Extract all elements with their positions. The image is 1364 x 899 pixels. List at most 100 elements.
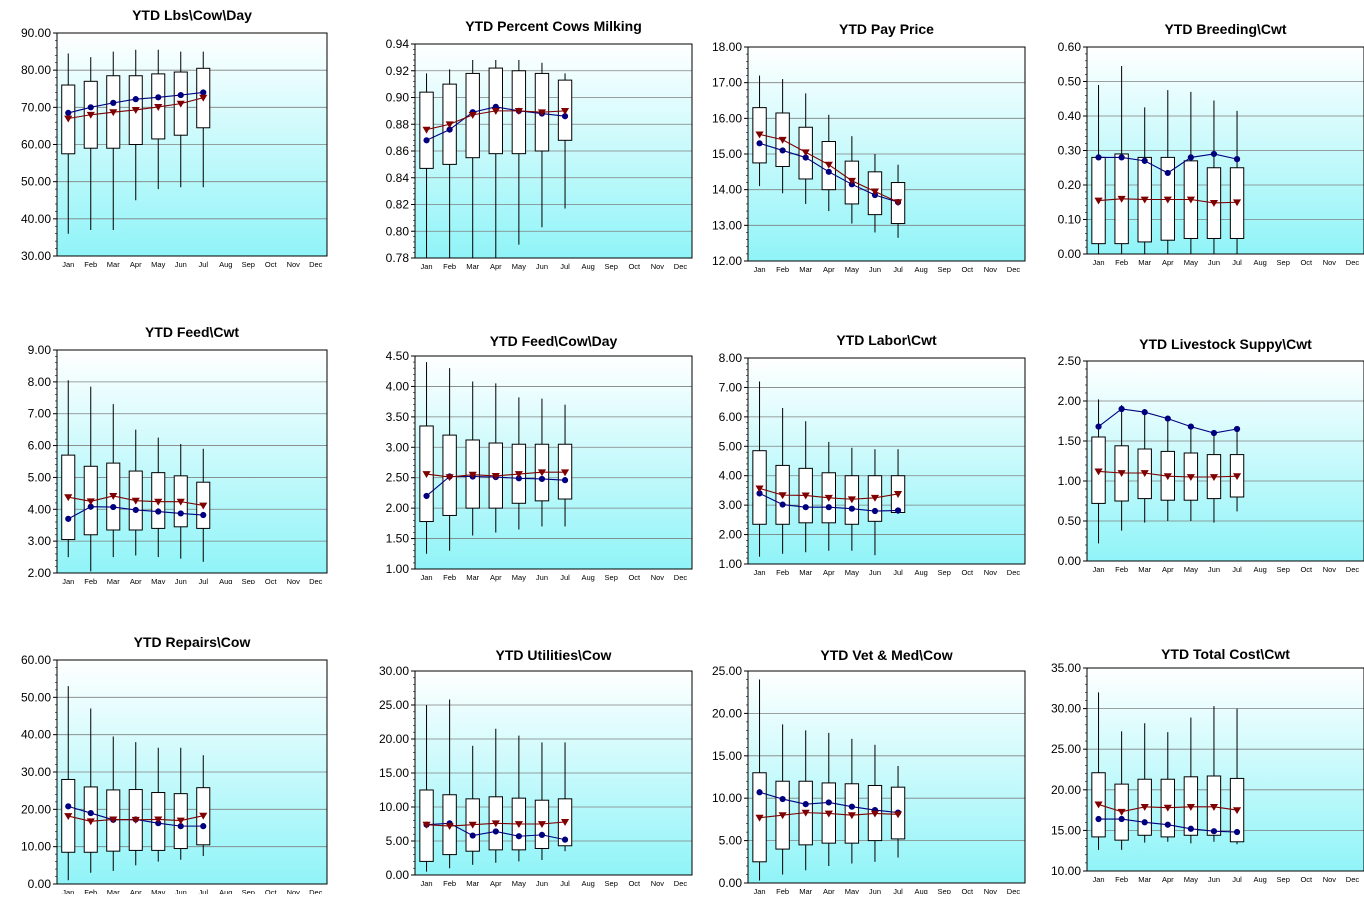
chart-title: YTD Feed\Cow\Day xyxy=(490,333,618,349)
chart-panel-11: YTD Vet & Med\Cow 0.00 5.00 10.00 15.00 20.00… xyxy=(670,610,1029,896)
series-point xyxy=(825,168,832,175)
x-tick-label: Oct xyxy=(1300,875,1313,884)
y-tick-label: 15.00 xyxy=(1051,823,1081,837)
y-tick-label: 60.00 xyxy=(21,138,51,152)
y-tick-label: 30.00 xyxy=(1051,702,1081,716)
series-point xyxy=(848,803,855,810)
series-point xyxy=(847,496,856,504)
series-point xyxy=(778,136,787,144)
y-tick-label: 13.00 xyxy=(712,218,742,232)
x-tick-label: Jul xyxy=(198,260,208,269)
series-point xyxy=(537,821,547,828)
y-tick-label: 0.88 xyxy=(386,117,410,131)
series-point xyxy=(560,107,570,115)
series-point xyxy=(1141,409,1148,416)
series-point xyxy=(1233,828,1241,836)
series-point xyxy=(131,497,140,505)
x-tick-label: Sep xyxy=(242,888,255,894)
series-point xyxy=(755,131,764,139)
x-tick-label: Sep xyxy=(938,887,951,894)
series-point xyxy=(131,107,140,114)
y-tick-label: 9.00 xyxy=(28,343,52,357)
x-tick-label: Mar xyxy=(466,573,479,582)
x-tick-label: Feb xyxy=(776,265,789,274)
series-point xyxy=(1186,474,1195,481)
series-point xyxy=(1140,470,1149,477)
series-point xyxy=(514,107,523,115)
series-point xyxy=(894,507,902,514)
series-point xyxy=(825,799,832,806)
x-tick-label: Mar xyxy=(107,260,120,269)
plot-border xyxy=(414,355,693,570)
series-point xyxy=(779,147,786,154)
y-tick-label: 0.60 xyxy=(1058,40,1082,54)
series-point xyxy=(176,100,185,108)
series-point xyxy=(422,821,431,829)
series-point xyxy=(1164,169,1171,177)
series-point xyxy=(65,109,72,117)
y-tick-label: 15.00 xyxy=(712,749,742,763)
x-tick-label: Jun xyxy=(1208,258,1220,267)
series-point xyxy=(1141,819,1148,826)
x-tick-label: Aug xyxy=(219,260,232,269)
y-tick-label: 0.00 xyxy=(386,868,410,882)
y-tick-label: 0.78 xyxy=(386,251,410,265)
x-tick-label: Oct xyxy=(1300,565,1313,574)
y-tick-label: 60.00 xyxy=(21,653,51,667)
x-tick-label: Jun xyxy=(175,577,187,584)
plot-border xyxy=(414,670,693,876)
x-tick-label: Feb xyxy=(443,262,456,271)
x-tick-label: Feb xyxy=(84,577,97,584)
y-tick-label: 15.00 xyxy=(379,766,409,780)
x-tick-label: Jul xyxy=(198,577,208,584)
x-tick-label: Oct xyxy=(265,260,278,269)
y-tick-label: 40.00 xyxy=(21,212,51,226)
x-tick-label: Feb xyxy=(1115,565,1128,574)
series-point xyxy=(1232,807,1242,815)
series-point xyxy=(1187,423,1194,430)
series-point xyxy=(1186,803,1195,811)
x-tick-label: Mar xyxy=(1138,565,1151,574)
x-tick-label: Mar xyxy=(799,265,812,274)
series-point xyxy=(1209,803,1219,811)
plot-area xyxy=(1087,361,1364,561)
x-tick-label: Nov xyxy=(984,265,998,274)
y-tick-label: 3.00 xyxy=(386,440,410,454)
y-tick-label: 5.00 xyxy=(386,834,410,848)
y-tick-label: 10.00 xyxy=(712,791,742,805)
y-tick-label: 70.00 xyxy=(21,100,51,114)
y-tick-label: 40.00 xyxy=(21,728,51,742)
series-point xyxy=(824,810,833,818)
x-tick-label: Oct xyxy=(628,879,641,888)
series-point xyxy=(1117,470,1126,477)
x-tick-label: Jul xyxy=(1232,258,1242,267)
y-tick-label: 20.00 xyxy=(379,732,409,746)
x-tick-label: Dec xyxy=(1346,565,1360,574)
series-point xyxy=(560,819,570,826)
x-tick-label: Sep xyxy=(938,568,951,577)
y-tick-label: 2.00 xyxy=(28,566,52,580)
x-tick-label: Aug xyxy=(581,573,594,582)
series-point xyxy=(445,823,454,831)
x-tick-label: Oct xyxy=(265,888,278,894)
x-tick-label: Sep xyxy=(1277,258,1290,267)
series-point xyxy=(155,94,162,101)
series-point xyxy=(1210,828,1218,835)
plot-border xyxy=(747,357,1026,565)
series-point xyxy=(778,492,787,500)
y-tick-label: 3.00 xyxy=(719,498,743,512)
series-point xyxy=(1163,473,1172,481)
x-tick-label: Mar xyxy=(466,262,479,271)
x-tick-label: May xyxy=(845,265,859,274)
series-point xyxy=(109,493,118,500)
x-tick-label: Jul xyxy=(560,262,570,271)
series-point xyxy=(199,502,208,510)
x-tick-label: Feb xyxy=(84,260,97,269)
series-point xyxy=(177,91,184,99)
y-tick-label: 25.00 xyxy=(379,698,409,712)
series-point xyxy=(1209,200,1219,207)
y-tick-label: 90.00 xyxy=(21,26,51,40)
chart-title: YTD Feed\Cwt xyxy=(145,324,239,340)
chart-panel-12: YTD Total Cost\Cwt 10.00 15.00 20.00 25.00 30… xyxy=(1005,610,1364,894)
series-point xyxy=(64,115,73,123)
